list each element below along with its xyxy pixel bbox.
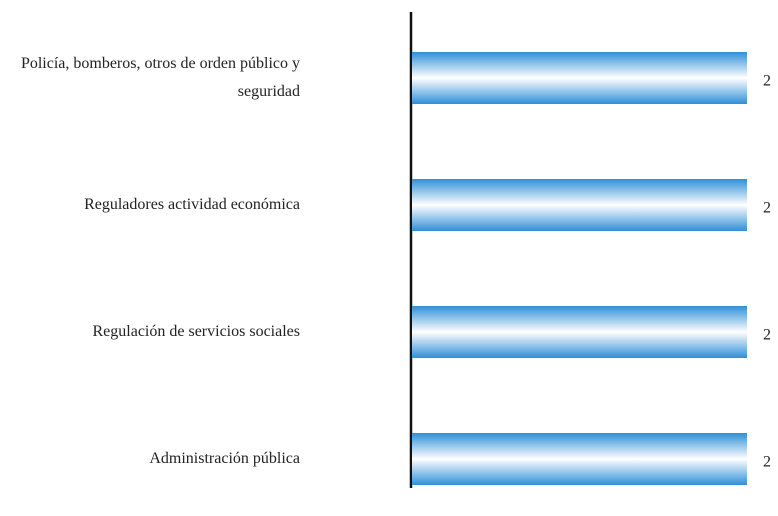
- category-label: Administración pública: [149, 450, 300, 467]
- bar: [412, 433, 747, 485]
- category-label: Policía, bomberos, otros de orden públic…: [20, 55, 300, 100]
- value-label: 2: [763, 454, 771, 471]
- category-label: Reguladores actividad económica: [84, 196, 300, 213]
- bar: [412, 306, 747, 358]
- value-label: 2: [763, 73, 771, 90]
- bar: [412, 52, 747, 104]
- bar: [412, 179, 747, 231]
- value-label: 2: [763, 327, 771, 344]
- value-label: 2: [763, 200, 771, 217]
- category-label: Regulación de servicios sociales: [92, 323, 301, 340]
